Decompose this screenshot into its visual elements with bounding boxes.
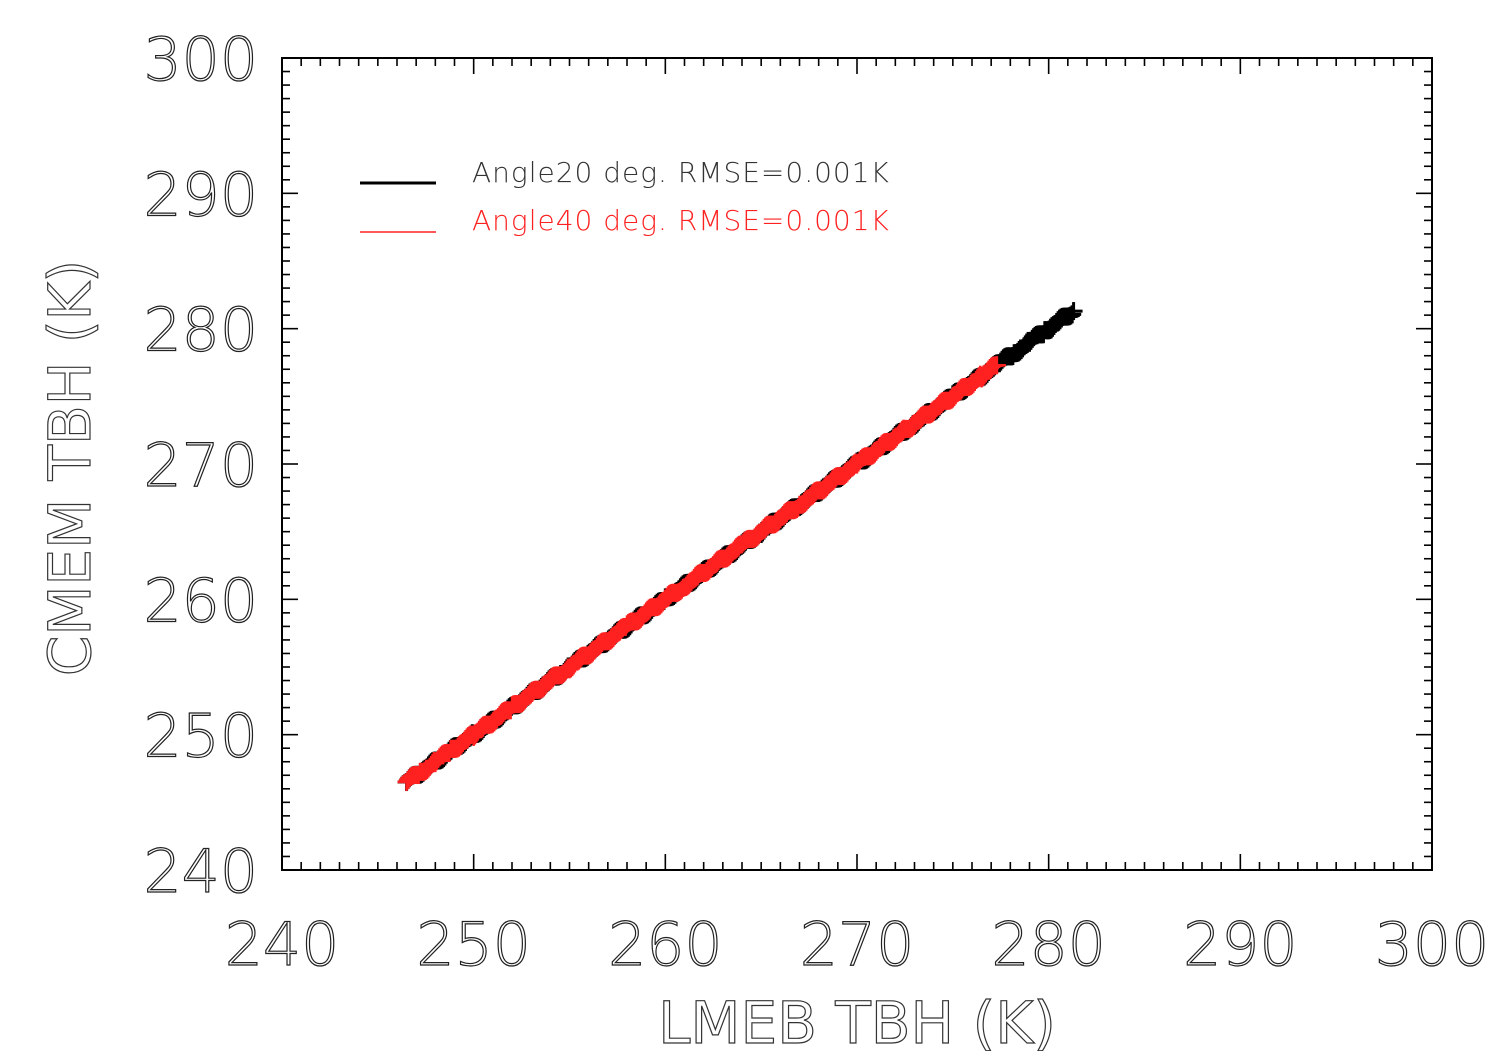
y-tick-label: 270	[143, 431, 258, 501]
x-tick-label: 290	[1183, 910, 1298, 980]
x-axis-title: LMEB TBH (K)	[658, 989, 1056, 1051]
x-tick-label: 280	[991, 910, 1106, 980]
y-axis-title: CMEM TBH (K)	[36, 260, 104, 676]
y-tick-label: 250	[143, 702, 258, 772]
x-tick-label: 240	[225, 910, 340, 980]
legend: Angle20 deg. RMSE=0.001K Angle40 deg. RM…	[360, 156, 890, 237]
y-tick-label: 280	[143, 296, 258, 366]
legend-label-angle40: Angle40 deg. RMSE=0.001K	[472, 204, 890, 237]
y-tick-label: 290	[143, 160, 258, 230]
x-tick-label: 300	[1375, 910, 1490, 980]
y-tick-label: 300	[143, 25, 258, 95]
x-tick-labels: 240 250 260 270 280 290 300	[224, 909, 1490, 980]
legend-label-angle20: Angle20 deg. RMSE=0.001K	[472, 156, 890, 189]
x-tick-label: 260	[608, 910, 723, 980]
y-tick-labels: 240 250 260 270 280 290 300	[143, 24, 259, 907]
x-tick-label: 250	[416, 910, 531, 980]
minor-ticks	[281, 57, 1433, 871]
data-point	[987, 356, 1006, 375]
data-points	[397, 302, 1083, 792]
y-tick-label: 260	[143, 566, 258, 636]
x-tick-label: 270	[800, 910, 915, 980]
data-point	[1064, 302, 1083, 321]
y-tick-label: 240	[143, 837, 258, 907]
